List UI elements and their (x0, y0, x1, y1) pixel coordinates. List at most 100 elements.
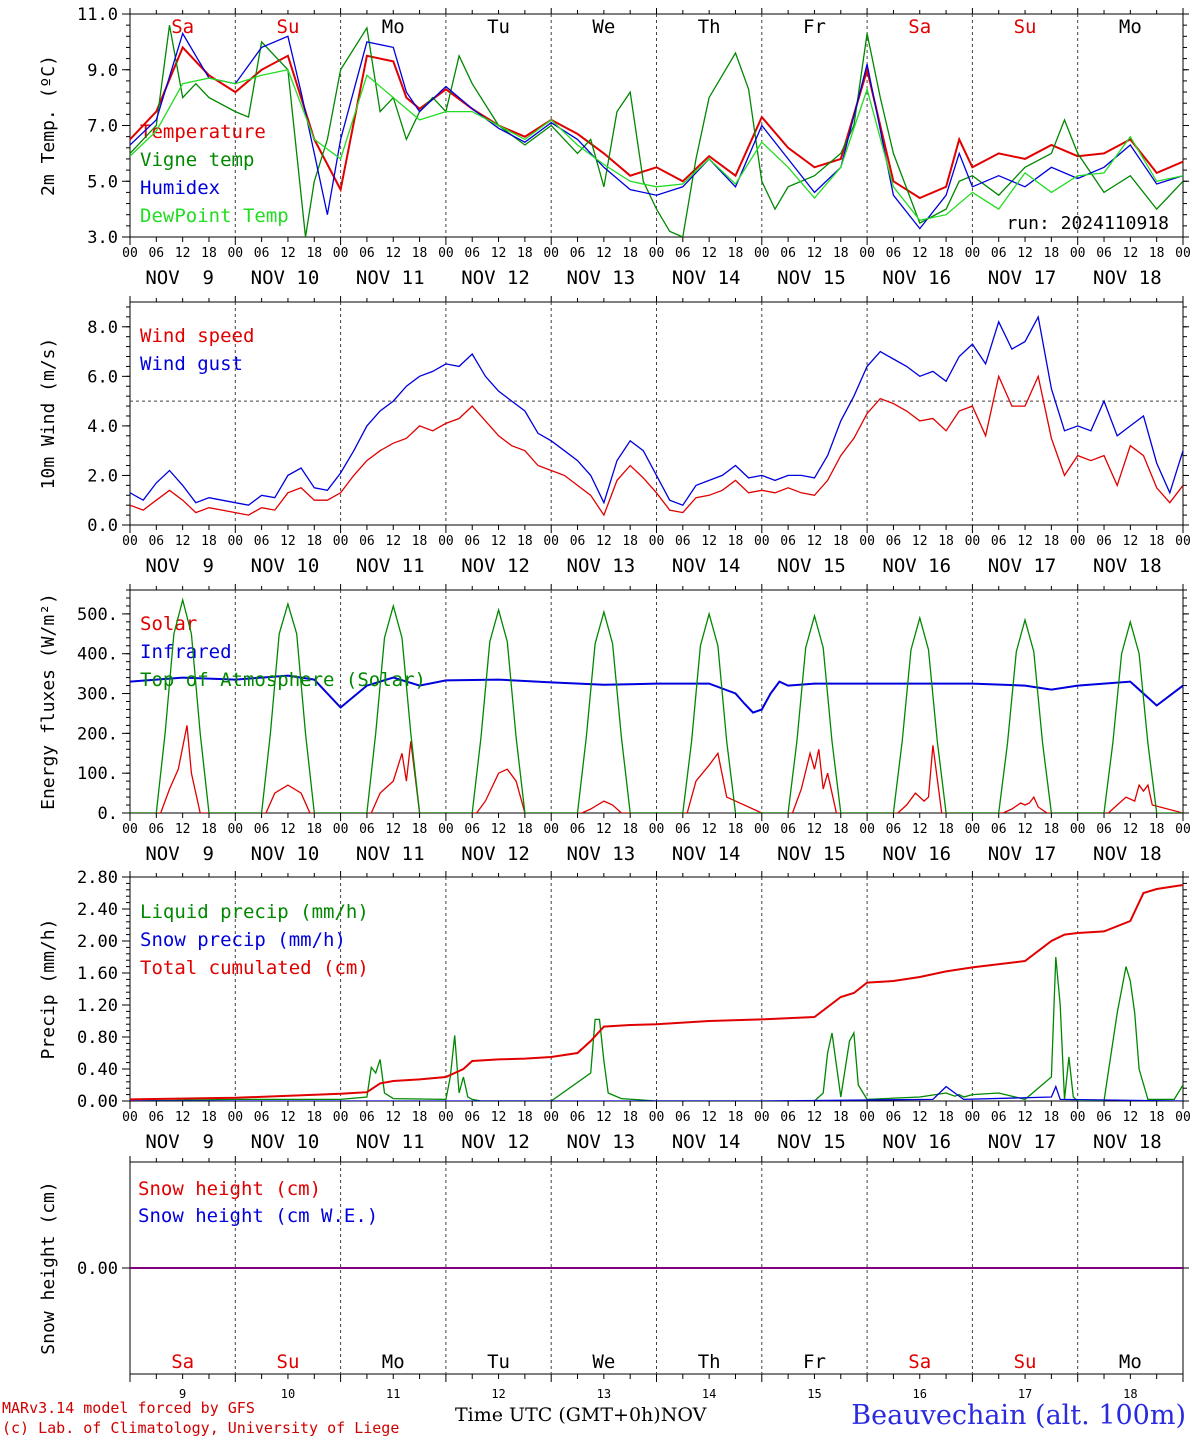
y-tick-label: 0.40 (77, 1060, 118, 1080)
hour-tick-label: 00 (543, 1110, 559, 1125)
hour-tick-label: 12 (807, 534, 823, 549)
y-tick-label: 3.0 (87, 228, 118, 248)
hour-tick-label: 06 (780, 534, 796, 549)
hour-tick-label: 12 (1017, 822, 1033, 837)
hour-tick-label: 06 (1096, 822, 1112, 837)
y-tick-label: 400. (77, 645, 118, 665)
hour-tick-label: 00 (754, 1110, 770, 1125)
hour-tick-label: 00 (438, 1110, 454, 1125)
hour-tick-label: 18 (1044, 534, 1060, 549)
hour-tick-label: 00 (965, 246, 981, 261)
date-label: NOV 18 (1093, 555, 1162, 577)
legend-entry: Snow height (cm W.E.) (138, 1205, 378, 1227)
y-tick-label: 2.40 (77, 900, 118, 920)
weekday-label: Su (277, 1351, 300, 1373)
hour-tick-label: 12 (175, 822, 191, 837)
hour-tick-label: 12 (701, 822, 717, 837)
hour-tick-label: 18 (1044, 246, 1060, 261)
hour-tick-label: 00 (438, 534, 454, 549)
y-axis-label: Energy fluxes (W/m²) (38, 593, 59, 810)
hour-tick-label: 12 (491, 1110, 507, 1125)
hour-tick-label: 00 (227, 1110, 243, 1125)
date-label: NOV 10 (251, 1131, 320, 1153)
weekday-label: Sa (171, 1351, 194, 1373)
weekday-label: Mo (1119, 16, 1142, 38)
hour-tick-label: 12 (280, 246, 296, 261)
hour-tick-label: 00 (227, 246, 243, 261)
hour-tick-label: 00 (122, 246, 138, 261)
legend-entry: Liquid precip (mm/h) (140, 901, 369, 923)
hour-tick-label: 00 (965, 1110, 981, 1125)
hour-tick-label: 12 (1123, 246, 1139, 261)
hour-tick-label: 06 (675, 534, 691, 549)
hour-tick-label: 00 (754, 534, 770, 549)
series-line-1-4 (130, 69, 1183, 222)
hour-tick-label: 12 (175, 246, 191, 261)
hour-tick-label: 06 (254, 246, 270, 261)
hour-tick-label: 12 (491, 534, 507, 549)
date-label: NOV 12 (461, 555, 530, 577)
hour-tick-label: 18 (306, 822, 322, 837)
date-label: NOV 14 (672, 267, 741, 289)
hour-tick-label: 06 (148, 822, 164, 837)
y-tick-label: 500. (77, 605, 118, 625)
legend-entry: Solar (140, 613, 197, 635)
weekday-label: Tu (487, 16, 510, 38)
weekday-label: Mo (1119, 1351, 1142, 1373)
hour-tick-label: 00 (1070, 534, 1086, 549)
hour-tick-label: 18 (1149, 822, 1165, 837)
hour-tick-label: 00 (649, 1110, 665, 1125)
date-label: NOV 10 (251, 267, 320, 289)
hour-tick-label: 06 (886, 822, 902, 837)
hour-tick-label: 12 (1123, 534, 1139, 549)
date-label: NOV 15 (777, 1131, 846, 1153)
date-label: NOV 16 (882, 555, 951, 577)
hour-tick-label: 12 (385, 534, 401, 549)
day-number-label: 18 (1123, 1387, 1137, 1401)
y-tick-label: 7.0 (87, 117, 118, 137)
series-line-4-2 (130, 1084, 1183, 1101)
hour-tick-label: 06 (991, 534, 1007, 549)
date-label: NOV 13 (567, 267, 636, 289)
series-line-3-2 (130, 674, 1183, 714)
date-label: NOV 16 (882, 267, 951, 289)
legend-entry: Top of Atmosphere (Solar) (140, 669, 426, 691)
hour-tick-label: 06 (359, 534, 375, 549)
hour-tick-label: 18 (1044, 822, 1060, 837)
hour-tick-label: 12 (912, 1110, 928, 1125)
y-tick-label: 9.0 (87, 61, 118, 81)
hour-tick-label: 18 (938, 246, 954, 261)
hour-tick-label: 00 (859, 1110, 875, 1125)
hour-tick-label: 06 (780, 246, 796, 261)
y-axis-label: 2m Temp. (ºC) (38, 55, 59, 196)
hour-tick-label: 18 (517, 1110, 533, 1125)
hour-tick-label: 00 (438, 822, 454, 837)
hour-tick-label: 18 (938, 822, 954, 837)
hour-tick-label: 06 (359, 1110, 375, 1125)
series-line-3-3 (130, 597, 1183, 813)
series-line-4-1 (130, 956, 1183, 1101)
hour-tick-label: 06 (991, 822, 1007, 837)
y-axis-label: Snow height (cm) (38, 1181, 59, 1354)
hour-tick-label: 18 (833, 822, 849, 837)
day-number-label: 15 (807, 1387, 821, 1401)
day-number-label: 10 (281, 1387, 295, 1401)
hour-tick-label: 18 (833, 1110, 849, 1125)
hour-tick-label: 06 (991, 1110, 1007, 1125)
series-line-1-2 (130, 25, 1183, 237)
y-tick-label: 8.0 (87, 318, 118, 338)
y-tick-label: 6.0 (87, 367, 118, 387)
hour-tick-label: 06 (254, 822, 270, 837)
legend-entry: Wind speed (140, 325, 254, 347)
hour-tick-label: 00 (333, 1110, 349, 1125)
y-tick-label: 0.00 (77, 1259, 118, 1279)
day-number-label: 11 (386, 1387, 400, 1401)
panel-3: 0. 100. 200. 300. 400. 500. Energy fluxes (W/m… (38, 584, 1191, 865)
day-number-label: 16 (913, 1387, 927, 1401)
hour-tick-label: 06 (675, 246, 691, 261)
hour-tick-label: 00 (333, 534, 349, 549)
hour-tick-label: 06 (570, 822, 586, 837)
hour-tick-label: 00 (122, 822, 138, 837)
day-number-label: 13 (597, 1387, 611, 1401)
